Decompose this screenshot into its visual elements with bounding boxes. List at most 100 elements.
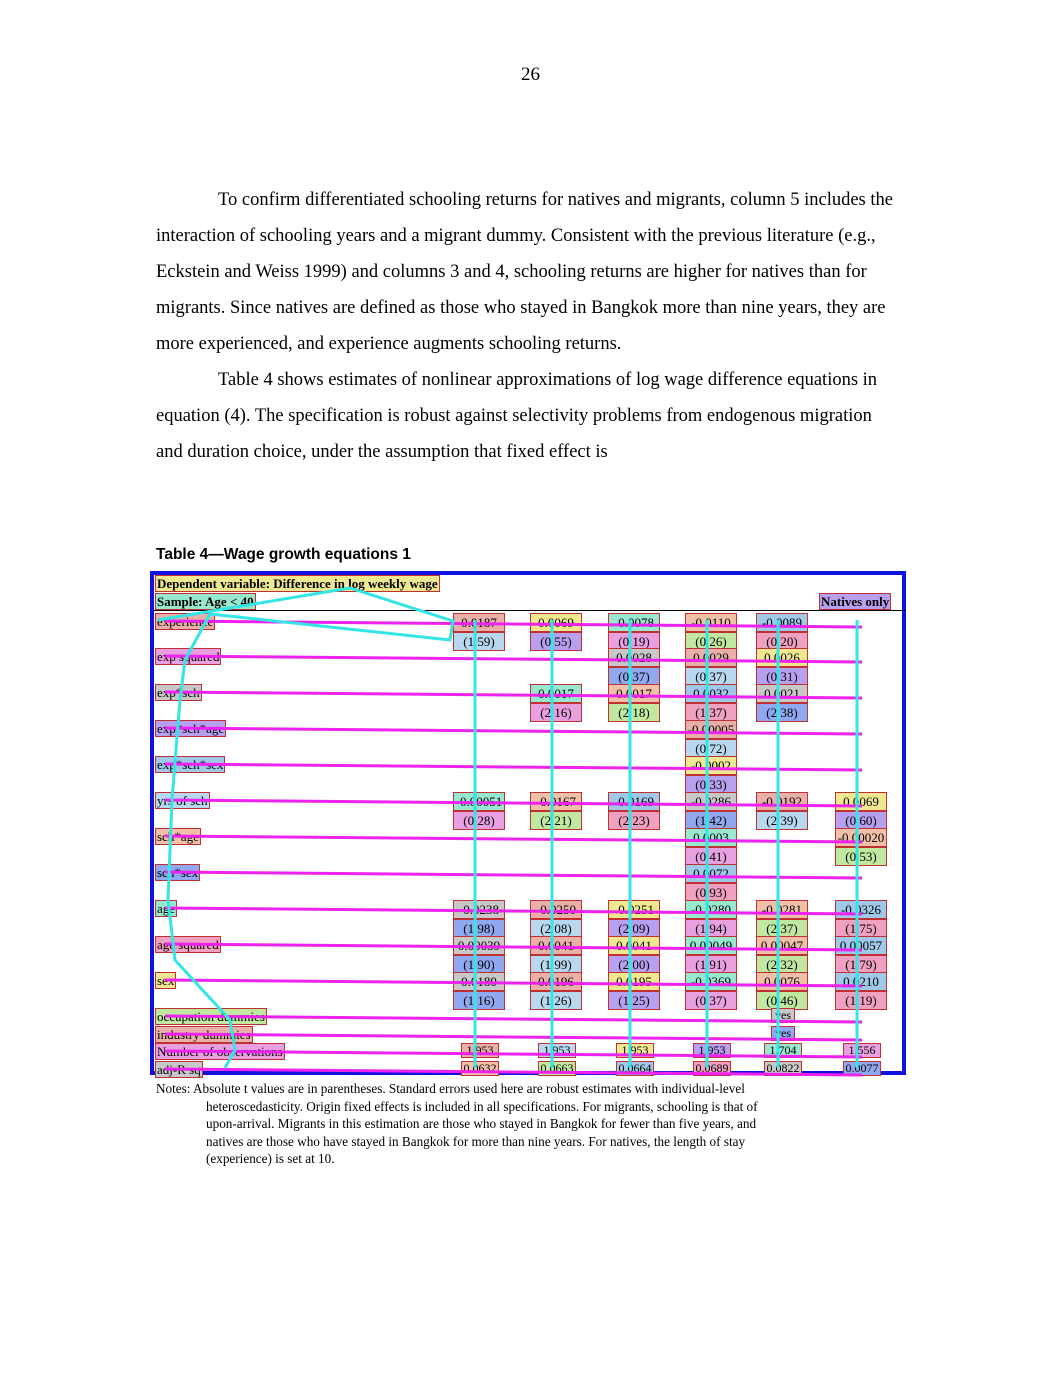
row-label: exp*sch*age — [155, 720, 227, 737]
single-value-cell: 1,556 — [843, 1043, 881, 1058]
table-cell: -0.00051 (0.28) — [453, 792, 505, 830]
paragraph-2: Table 4 shows estimates of nonlinear app… — [156, 370, 878, 462]
sample-label: Sample: Age < 40 — [155, 593, 256, 610]
single-value-cell: 1,953 — [538, 1043, 576, 1058]
table-cell: -0.0280 (1.94) — [685, 900, 737, 938]
row-label: exp squared — [155, 648, 222, 665]
coefficient-value: -0.0169 — [608, 792, 660, 811]
table-cell: 0.0003 (0.41) — [685, 828, 737, 866]
body-text: To confirm differentiated schooling retu… — [156, 182, 896, 470]
coefficient-value: 0.0041 — [608, 936, 660, 955]
row-label: age — [155, 900, 178, 917]
table-cell: 0.0196 (1.26) — [530, 972, 582, 1010]
coefficient-value: -0.0110 — [685, 613, 737, 632]
table-notes: Notes: Absolute t values are in parenthe… — [156, 1080, 886, 1168]
table-cell: 0.0029 (0.37) — [685, 648, 737, 686]
t-value: (2.16) — [530, 703, 582, 722]
coefficient-value: -0.00020 — [835, 828, 887, 847]
row-label: yrs of sch — [155, 792, 210, 809]
t-value: (2.21) — [530, 811, 582, 830]
coefficient-value: -0.0369 — [685, 972, 737, 991]
row-label: sex — [155, 972, 177, 989]
coefficient-value: 0.0017 — [608, 684, 660, 703]
coefficient-value: 0.0069 — [530, 613, 582, 632]
t-value: (0.46) — [756, 991, 808, 1010]
table-cell: -0.0326 (1.75) — [835, 900, 887, 938]
row-label: exp*sch — [155, 684, 202, 701]
paragraph-1: To confirm differentiated schooling retu… — [156, 190, 893, 354]
coefficient-value: 0.0187 — [453, 613, 505, 632]
coefficient-value: 0.0026 — [756, 648, 808, 667]
row-label: industry dummies — [155, 1026, 253, 1043]
table-cell: 0.0210 (1.19) — [835, 972, 887, 1010]
table-cell: 0.00047 (2.32) — [756, 936, 808, 974]
row-label: adj-R sq — [155, 1061, 203, 1078]
table-title: Table 4—Wage growth equations 1 — [156, 546, 411, 563]
row-label: Number of observations — [155, 1043, 285, 1060]
t-value: (0.72) — [685, 739, 737, 758]
table-cell: -0.0110 (0.26) — [685, 613, 737, 651]
table-cell: -0.00020 (0.53) — [835, 828, 887, 866]
coefficient-value: -0.0280 — [685, 900, 737, 919]
t-value: (2.23) — [608, 811, 660, 830]
table-cell: 0.0017 (2.18) — [608, 684, 660, 722]
coefficient-value: -0.0250 — [530, 900, 582, 919]
row-label: sch*age — [155, 828, 201, 845]
coefficient-value: 0.0041 — [530, 936, 582, 955]
table-cell: -0.0169 (2.23) — [608, 792, 660, 830]
coefficient-value: -0.0078 — [608, 613, 660, 632]
table-cell: -0.00005 (0.72) — [685, 720, 737, 758]
table-cell: 0.0076 (0.46) — [756, 972, 808, 1010]
table-cell: 0.00049 (1.91) — [685, 936, 737, 974]
table-cell: 0.0195 (1.25) — [608, 972, 660, 1010]
notes-line: Notes: Absolute t values are in parenthe… — [156, 1081, 745, 1096]
t-value: (0.60) — [835, 811, 887, 830]
coefficient-value: 0.0021 — [756, 684, 808, 703]
table-cell: -0.0002 (0.33) — [685, 756, 737, 794]
table-cell: -0.0238 (1.98) — [453, 900, 505, 938]
coefficient-value: 0.00049 — [685, 936, 737, 955]
coefficient-value: -0.0251 — [608, 900, 660, 919]
single-value-cell: 0.0689 — [693, 1061, 731, 1076]
t-value: (0.37) — [608, 667, 660, 686]
table-cell: 0.0017 (2.16) — [530, 684, 582, 722]
coefficient-value: 0.0076 — [756, 972, 808, 991]
t-value: (1.75) — [835, 919, 887, 938]
t-value: (2.09) — [608, 919, 660, 938]
row-label: age squared — [155, 936, 221, 953]
table-cell: -0.0078 (0.19) — [608, 613, 660, 651]
notes-line: upon-arrival. Migrants in this estimatio… — [206, 1116, 757, 1132]
coefficient-value: -0.0167 — [530, 792, 582, 811]
coefficient-value: 0.0195 — [608, 972, 660, 991]
coefficient-value: 0.0029 — [685, 648, 737, 667]
table-cell: 0.0187 (1.59) — [453, 613, 505, 651]
t-value: (2.08) — [530, 919, 582, 938]
table-cell: -0.0089 (0.20) — [756, 613, 808, 651]
natives-only-label: Natives only — [819, 593, 892, 610]
single-value-cell: 1,953 — [693, 1043, 731, 1058]
row-label: occupation dummies — [155, 1008, 267, 1025]
table-cell: 0.0041 (2.00) — [608, 936, 660, 974]
table-cell: 0.0021 (2.38) — [756, 684, 808, 722]
coefficient-value: 0.0032 — [685, 684, 737, 703]
table-cell: 0.0069 (0.60) — [835, 792, 887, 830]
t-value: (1.91) — [685, 955, 737, 974]
table-cell: -0.0192 (2.39) — [756, 792, 808, 830]
t-value: (0.19) — [608, 632, 660, 651]
table-cell: -0.0281 (2.37) — [756, 900, 808, 938]
coefficient-value: -0.00051 — [453, 792, 505, 811]
single-value-cell: yes — [771, 1026, 795, 1041]
single-value-cell: 0.0077 — [843, 1061, 881, 1076]
coefficient-value: 0.0210 — [835, 972, 887, 991]
t-value: (2.00) — [608, 955, 660, 974]
notes-line: natives are those who have stayed in Ban… — [206, 1133, 746, 1149]
single-value-cell: 0.0632 — [461, 1061, 499, 1076]
coefficient-value: 0.0196 — [530, 972, 582, 991]
coefficient-value: -0.0326 — [835, 900, 887, 919]
t-value: (1.59) — [453, 632, 505, 651]
row-label: sch*sex — [155, 864, 201, 881]
row-label: experience — [155, 613, 216, 630]
single-value-cell: yes — [771, 1008, 795, 1023]
table-cell: 0.0028 (0.37) — [608, 648, 660, 686]
t-value: (2.18) — [608, 703, 660, 722]
